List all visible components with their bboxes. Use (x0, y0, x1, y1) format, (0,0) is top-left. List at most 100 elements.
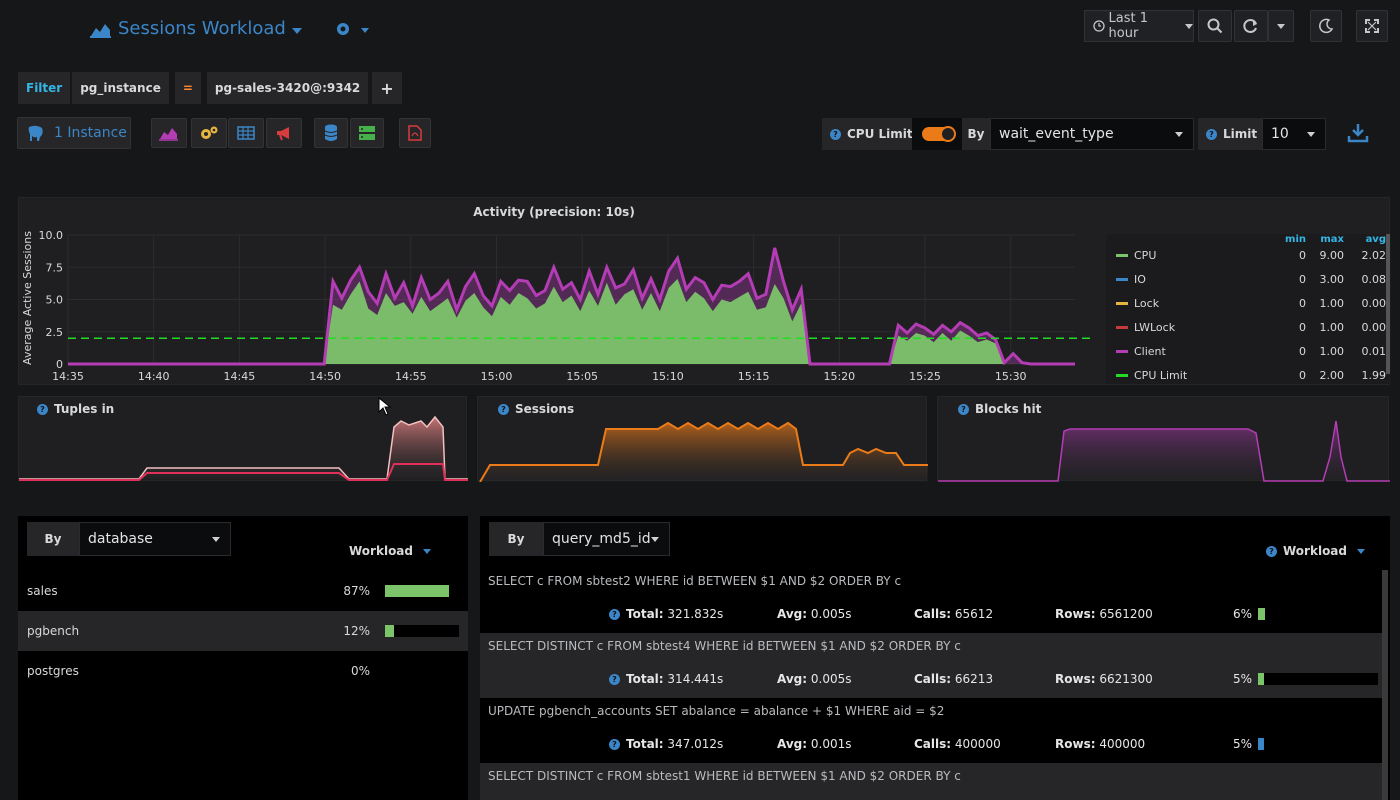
wait-event-select[interactable]: wait_event_type (990, 118, 1194, 150)
query-row[interactable]: SELECT DISTINCT c FROM sbtest4 WHERE id … (480, 633, 1382, 698)
query-row[interactable]: UPDATE pgbench_accounts SET abalance = a… (480, 698, 1382, 763)
activity-chart: Average Active Sessions 0 2.5 5.0 7.5 10.0 1… (21, 229, 1091, 383)
legend-item[interactable]: CPU 0 9.00 2.02 (1116, 246, 1386, 268)
table-row[interactable]: sales 87% (18, 571, 468, 611)
y-tick-label: 10.0 (39, 229, 64, 242)
settings-button[interactable] (334, 20, 374, 44)
legend-label: Client (1134, 345, 1166, 358)
limit-label: ? Limit (1198, 118, 1266, 150)
table-row[interactable]: pgbench 12% (18, 611, 468, 651)
dashboard-title-dropdown[interactable]: Sessions Workload (90, 18, 302, 39)
x-tick-label: 14:35 (52, 370, 84, 383)
legend-swatch (1116, 278, 1128, 281)
sessions-title: Sessions (515, 402, 575, 416)
query-text: SELECT DISTINCT c FROM sbtest1 WHERE id … (488, 769, 961, 783)
cpu-limit-toggle[interactable] (912, 118, 962, 150)
magnifier-icon (1207, 18, 1223, 34)
limit-select[interactable]: 10 (1262, 118, 1326, 150)
database-group-select[interactable]: database (79, 522, 231, 556)
legend-header-min: min (1285, 234, 1306, 245)
database-name: pgbench (27, 624, 80, 638)
legend-item[interactable]: Lock 0 1.00 0.00 (1116, 294, 1386, 316)
database-icon (324, 124, 338, 141)
table-row[interactable]: postgres 0% (18, 651, 468, 691)
x-tick-label: 15:05 (566, 370, 598, 383)
legend-scrollbar[interactable] (1386, 234, 1390, 374)
table-view-button[interactable] (228, 118, 264, 148)
legend-item[interactable]: Client 0 1.00 0.01 (1116, 342, 1386, 364)
filter-value[interactable]: pg-sales-3420@:9342 (206, 72, 369, 104)
legend-swatch (1116, 326, 1128, 329)
export-pdf-button[interactable] (399, 118, 431, 148)
legend-avg: 1.99 (1361, 369, 1387, 382)
database-name: postgres (27, 664, 79, 678)
chart-legend: min max avg CPU 0 9.00 2.02 IO 0 3.00 0.08 Lock 0… (1106, 234, 1391, 384)
legend-min: 0 (1299, 297, 1306, 310)
page-title: Sessions Workload (118, 18, 286, 39)
filter-operator[interactable]: = (174, 72, 201, 104)
tuples-in-title: Tuples in (54, 402, 115, 416)
query-text: SELECT c FROM sbtest2 WHERE id BETWEEN $… (488, 574, 902, 588)
workload-percent: 87% (343, 584, 370, 598)
refresh-interval-dropdown[interactable] (1268, 10, 1294, 42)
download-button[interactable] (1347, 122, 1369, 148)
area-chart-icon (159, 128, 178, 141)
query-list-scrollbar[interactable] (1382, 570, 1388, 800)
tuples-in-panel: ? Tuples in (18, 396, 468, 481)
add-filter-button[interactable]: + (372, 72, 402, 104)
query-row[interactable]: SELECT c FROM sbtest2 WHERE id BETWEEN $… (480, 568, 1382, 633)
chevron-down-icon (651, 537, 659, 542)
help-icon: ? (1266, 546, 1277, 557)
legend-min: 0 (1299, 321, 1306, 334)
processes-view-button[interactable] (191, 118, 227, 148)
query-calls: 66213 (954, 672, 994, 686)
legend-label: CPU (1134, 249, 1157, 262)
x-tick-label: 15:00 (481, 370, 513, 383)
moon-icon (1319, 18, 1334, 34)
query-group-select[interactable]: query_md5_id (543, 522, 670, 556)
series-line-client (68, 247, 1075, 366)
legend-item[interactable]: LWLock 0 1.00 0.00 (1116, 318, 1386, 340)
y-tick-label: 0 (56, 358, 63, 371)
y-tick-label: 5.0 (46, 294, 64, 307)
chevron-down-icon (291, 28, 302, 34)
instance-button[interactable]: 1 Instance (17, 117, 131, 149)
expand-icon (1365, 19, 1379, 33)
file-pdf-icon (408, 125, 422, 141)
workload-bar (385, 585, 459, 597)
legend-label: IO (1134, 273, 1146, 286)
filter-key[interactable]: pg_instance (72, 72, 169, 104)
database-view-button[interactable] (314, 118, 348, 148)
zoom-out-button[interactable] (1198, 10, 1232, 42)
db-workload-header[interactable]: Workload (349, 544, 432, 558)
query-by-label: By (489, 522, 543, 556)
query-workload-header[interactable]: ? Workload (1266, 544, 1366, 558)
legend-label: Lock (1134, 297, 1160, 310)
legend-min: 0 (1299, 369, 1306, 382)
legend-item[interactable]: IO 0 3.00 0.08 (1116, 270, 1386, 292)
refresh-button[interactable] (1234, 10, 1268, 42)
sort-desc-icon (423, 549, 432, 554)
fullscreen-button[interactable] (1356, 10, 1388, 42)
query-rows-count: 6561200 (1099, 607, 1153, 621)
activity-view-button[interactable] (151, 118, 187, 148)
legend-item[interactable]: CPU Limit 0 2.00 1.99 (1116, 366, 1386, 388)
tuples-in-sparkline (19, 415, 468, 481)
server-view-button[interactable] (350, 118, 384, 148)
filter-label: Filter (18, 72, 71, 104)
query-text: SELECT DISTINCT c FROM sbtest4 WHERE id … (488, 639, 961, 653)
filter-bar: Filter pg_instance = pg-sales-3420@:9342… (18, 72, 402, 104)
legend-label: CPU Limit (1134, 369, 1188, 382)
alerts-view-button[interactable] (266, 118, 302, 148)
legend-avg: 0.01 (1361, 345, 1387, 358)
chart-series (68, 247, 1091, 366)
legend-max: 9.00 (1319, 249, 1345, 262)
theme-toggle-button[interactable] (1310, 10, 1342, 42)
query-row[interactable]: SELECT DISTINCT c FROM sbtest1 WHERE id … (480, 763, 1382, 800)
query-avg: 0.005s (810, 607, 852, 621)
query-workload-bar (1258, 673, 1378, 685)
y-tick-label: 2.5 (46, 326, 64, 339)
help-icon: ? (609, 674, 620, 685)
time-range-picker[interactable]: Last 1 hour (1084, 10, 1194, 42)
query-total: 314.441s (667, 672, 724, 686)
